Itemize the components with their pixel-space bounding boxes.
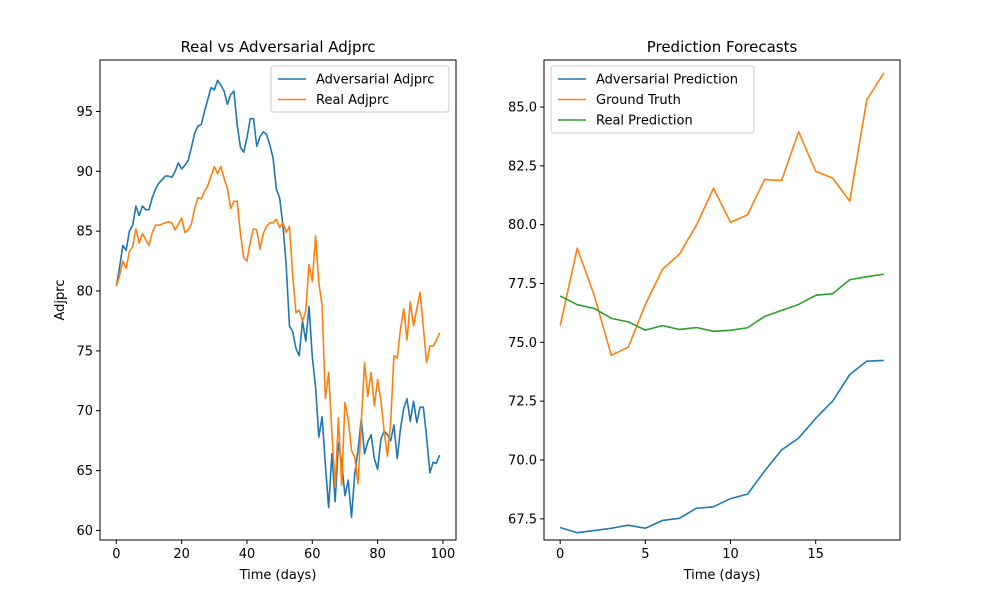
series-line-3: [559, 273, 884, 333]
x-tick-label: 60: [304, 547, 321, 562]
y-tick-label: 90: [76, 165, 93, 180]
series-line-2: [559, 72, 885, 357]
right-chart-panel: Prediction Forecasts 0 5 10 15 67.5 70.0 72.5 75…: [508, 38, 901, 583]
x-tick-label: 15: [807, 547, 824, 562]
y-tick-label: 60: [76, 524, 93, 539]
y-tick-label: 75: [76, 344, 93, 359]
x-tick-label: 80: [369, 547, 386, 562]
x-axis-label: Time (days): [239, 568, 317, 583]
y-tick-label: 75.0: [508, 336, 537, 351]
legend-label-1: Adversarial Adjprc: [316, 73, 434, 88]
series-line-1: [115, 79, 441, 519]
y-tick-label: 70.0: [508, 454, 537, 469]
legend-label-2: Ground Truth: [596, 93, 681, 108]
chart-title: Prediction Forecasts: [647, 38, 798, 56]
x-tick-label: 10: [722, 547, 739, 562]
legend-box: [550, 65, 755, 134]
series-line-1: [559, 359, 884, 534]
y-tick-label: 95: [76, 105, 93, 120]
x-tick-label: 5: [641, 547, 649, 562]
y-axis-label: Adjprc: [53, 280, 68, 321]
x-axis-label: Time (days): [683, 568, 761, 583]
y-tick-label: 70: [76, 404, 93, 419]
plot-frame: [99, 59, 457, 541]
left-chart-panel: Real vs Adversarial Adjprc 0 20 40 60 80 100 60…: [53, 38, 457, 583]
y-tick-label: 85: [76, 225, 93, 240]
x-tick-label: 20: [173, 547, 190, 562]
y-tick-label: 72.5: [508, 395, 537, 410]
legend-label-1: Adversarial Prediction: [596, 73, 738, 88]
y-tick-label: 77.5: [508, 277, 537, 292]
y-tick-label: 67.5: [508, 512, 537, 527]
plot-frame: [543, 59, 901, 541]
y-tick-label: 85.0: [508, 101, 537, 116]
legend-label-3: Real Prediction: [596, 114, 693, 129]
y-tick-label: 80.0: [508, 218, 537, 233]
x-tick-label: 0: [112, 547, 120, 562]
series-line-2: [115, 165, 441, 489]
chart-title: Real vs Adversarial Adjprc: [180, 38, 375, 56]
y-tick-label: 82.5: [508, 159, 537, 174]
legend-label-2: Real Adjprc: [316, 93, 389, 108]
y-tick-label: 65: [76, 464, 93, 479]
y-tick-label: 80: [76, 285, 93, 300]
x-tick-label: 100: [431, 547, 456, 562]
x-tick-label: 40: [239, 547, 256, 562]
legend-box: [270, 65, 450, 113]
x-tick-label: 0: [556, 547, 564, 562]
